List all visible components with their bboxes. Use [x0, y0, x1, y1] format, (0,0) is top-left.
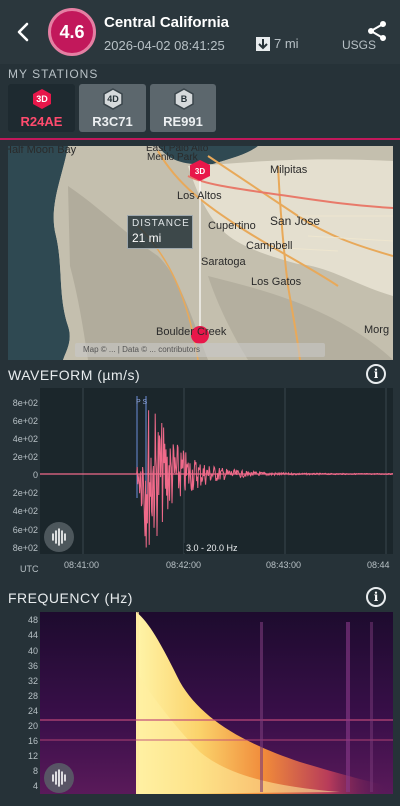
station-list: 3D R24AE 4D R3C71 B RE991 — [8, 84, 216, 132]
y-tick: 40 — [27, 646, 38, 656]
waveform-canvas: P S — [40, 388, 393, 554]
y-tick: 8e+02 — [12, 543, 38, 553]
y-tick: 6e+02 — [12, 525, 38, 535]
audio-wave-icon — [52, 769, 66, 787]
back-arrow-icon[interactable] — [12, 20, 36, 44]
place-label: Morg — [364, 324, 390, 336]
y-tick: 4e+02 — [12, 434, 38, 444]
station-type-3d-icon: 3D — [31, 88, 53, 110]
spectrogram-audio-button[interactable] — [44, 763, 74, 793]
station-tab-r3c71[interactable]: 4D R3C71 — [79, 84, 146, 132]
place-label: Los Gatos — [251, 276, 302, 288]
my-stations-label: MY STATIONS — [8, 67, 99, 81]
station-type-b-icon: B — [173, 88, 195, 110]
place-label: Half Moon Bay — [8, 146, 77, 156]
y-tick: 28 — [27, 691, 38, 701]
map-attribution[interactable]: Map © ... | Data © ... contributors — [75, 343, 325, 357]
event-datetime: 2026-04-02 08:41:25 — [104, 38, 225, 53]
y-tick: 6e+02 — [12, 416, 38, 426]
place-label: Campbell — [246, 240, 293, 252]
y-tick: 8e+02 — [12, 398, 38, 408]
y-tick: 24 — [27, 706, 38, 716]
depth-arrow-icon — [256, 36, 270, 51]
y-tick: 36 — [27, 661, 38, 671]
distance-label: DISTANCE — [132, 218, 190, 229]
station-code: RE991 — [163, 114, 203, 129]
source-label: USGS — [342, 38, 377, 52]
distance-tooltip: DISTANCE 21 mi — [127, 215, 193, 249]
y-tick: 4e+02 — [12, 506, 38, 516]
x-tick: 08:41:00 — [64, 560, 100, 570]
y-tick: 48 — [27, 615, 38, 625]
map-canvas: 3D — [8, 146, 393, 360]
place-label: San Jose — [270, 214, 321, 228]
map-view[interactable]: 3D Half Moon Bay East Palo Alto Menlo Pa… — [8, 146, 393, 360]
distance-value: 21 mi — [132, 231, 162, 245]
station-type-4d-icon: 4D — [102, 88, 124, 110]
place-label: Saratoga — [201, 256, 246, 268]
magnitude-badge: 4.6 — [48, 8, 96, 56]
y-tick: 2e+02 — [12, 452, 38, 462]
y-tick: 8 — [32, 766, 38, 776]
station-code: R3C71 — [92, 114, 133, 129]
filter-band-label: 3.0 - 20.0 Hz — [184, 543, 240, 553]
x-tick: 08:42:00 — [166, 560, 202, 570]
y-tick: 12 — [27, 751, 38, 761]
station-code: R24AE — [20, 114, 63, 129]
x-tick: 08:43:00 — [266, 560, 302, 570]
waveform-plot[interactable]: P S — [40, 388, 393, 554]
waveform-title: WAVEFORM (µm/s) — [8, 367, 141, 383]
spectrogram-plot[interactable] — [40, 612, 393, 794]
place-label: Los Altos — [177, 190, 222, 202]
frequency-title: FREQUENCY (Hz) — [8, 590, 133, 606]
spectrogram-canvas — [40, 612, 393, 794]
y-tick: 2e+02 — [12, 488, 38, 498]
y-tick: 0 — [32, 470, 38, 480]
waveform-trace — [40, 410, 393, 548]
depth-indicator: 7 mi — [256, 36, 299, 51]
place-label: East Palo Alto — [146, 146, 209, 154]
y-tick: 32 — [27, 676, 38, 686]
frequency-info-icon[interactable]: i — [366, 587, 386, 607]
header: 4.6 Central California 2026-04-02 08:41:… — [0, 0, 400, 64]
y-tick: 20 — [27, 721, 38, 731]
x-axis-unit: UTC — [20, 564, 39, 574]
depth-value: 7 mi — [274, 36, 299, 51]
header-divider — [0, 138, 400, 140]
waveform-audio-button[interactable] — [44, 522, 74, 552]
waveform-info-icon[interactable]: i — [366, 364, 386, 384]
audio-wave-icon — [52, 528, 66, 546]
x-tick: 08:44 — [367, 560, 390, 570]
svg-text:3D: 3D — [195, 167, 205, 176]
place-label: Cupertino — [208, 220, 256, 232]
share-icon[interactable] — [366, 20, 388, 42]
station-tab-re991[interactable]: B RE991 — [150, 84, 216, 132]
y-tick: 4 — [32, 781, 38, 791]
place-label: Menlo Park — [147, 152, 198, 163]
phase-marker: P S — [136, 399, 147, 406]
place-label: Boulder Creek — [156, 326, 227, 338]
region-title: Central California — [104, 14, 230, 31]
station-tab-r24ae[interactable]: 3D R24AE — [8, 84, 75, 132]
y-tick: 16 — [27, 736, 38, 746]
place-label: Milpitas — [270, 164, 308, 176]
y-tick: 44 — [27, 630, 38, 640]
